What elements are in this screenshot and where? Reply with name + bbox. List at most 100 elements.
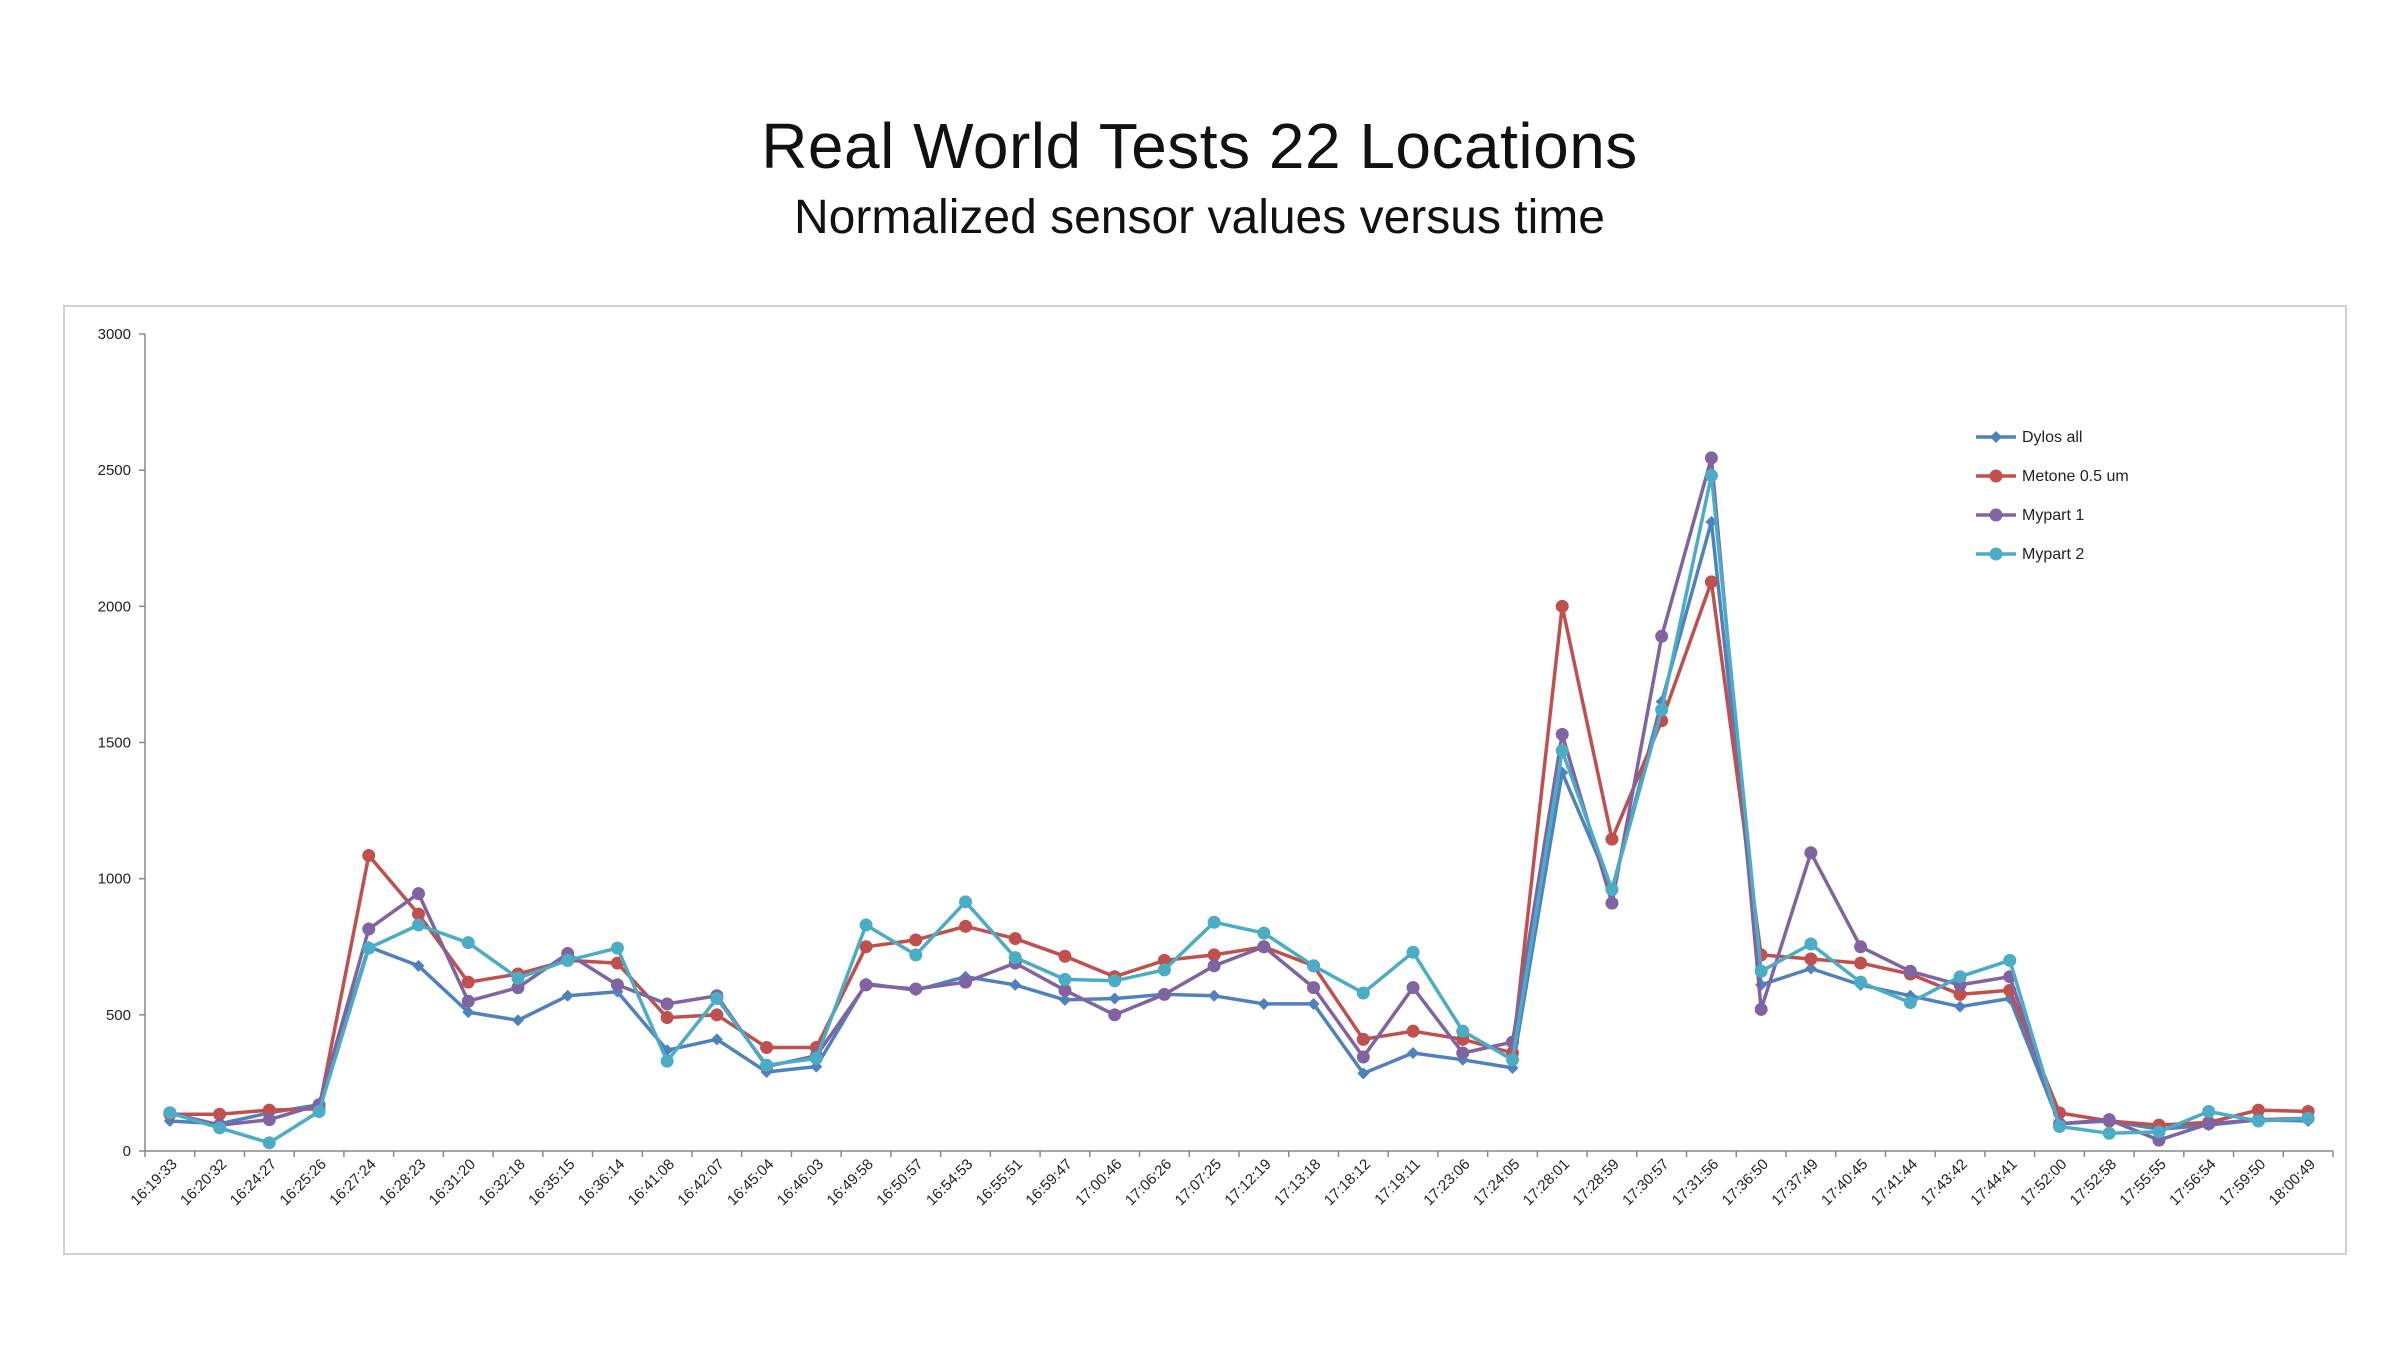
data-point (462, 1006, 475, 1019)
data-point (1804, 952, 1818, 966)
data-point (1108, 992, 1121, 1005)
data-point (660, 997, 674, 1011)
x-tick-label: 16:45:04 (724, 1156, 777, 1209)
x-tick-label: 16:31:20 (426, 1156, 479, 1209)
data-point (1555, 599, 1569, 613)
x-tick-label: 16:49:58 (824, 1156, 877, 1209)
x-tick-label: 16:59:47 (1022, 1156, 1075, 1209)
legend-label: Mypart 1 (2022, 507, 2084, 524)
data-point (2251, 1114, 2265, 1128)
data-point (262, 1136, 276, 1150)
data-point (1356, 1032, 1370, 1046)
data-point (710, 1008, 724, 1022)
x-tick-label: 16:35:15 (525, 1156, 578, 1209)
data-point (1108, 974, 1122, 988)
data-point (1356, 986, 1370, 1000)
series-line (169, 580, 2309, 1127)
data-point (1406, 981, 1420, 995)
data-point (1008, 951, 1022, 965)
data-point (959, 919, 972, 933)
x-tick-label: 16:32:18 (475, 1156, 528, 1209)
x-tick-label: 17:55:55 (2116, 1156, 2169, 1209)
data-point (1655, 703, 1669, 717)
data-point (2003, 953, 2017, 967)
x-tick-label: 16:55:51 (973, 1156, 1026, 1209)
data-point (760, 1041, 774, 1055)
legend-entry: Dylos all (1976, 429, 2082, 446)
data-point (660, 1011, 674, 1025)
data-point (610, 941, 624, 955)
data-point (1356, 1050, 1370, 1064)
data-point (1953, 987, 1967, 1001)
x-tick-label: 17:19:11 (1371, 1156, 1424, 1209)
data-point (909, 982, 923, 996)
data-point (710, 991, 724, 1005)
data-point (163, 1106, 177, 1120)
y-tick-label: 0 (123, 1143, 131, 1160)
data-point (859, 978, 873, 992)
data-point (262, 1113, 276, 1127)
data-point (1406, 945, 1420, 959)
data-point (2102, 1126, 2116, 1140)
y-axis: 0 500 1000 1500 2000 2500 3000 (98, 326, 146, 1160)
data-point (213, 1107, 227, 1121)
x-tick-label: 18:00:49 (2266, 1156, 2319, 1209)
legend-entry: Metone 0.5 um (1976, 468, 2129, 485)
data-point (1208, 989, 1221, 1002)
legend-marker (1989, 508, 2003, 522)
series-line (169, 456, 2309, 1142)
line-chart: 0 500 1000 1500 2000 2500 3000 16:19:3316:20:3… (98, 326, 2334, 1209)
series-metone-0-5-um (163, 575, 2315, 1132)
x-tick-label: 16:36:14 (575, 1156, 628, 1209)
data-point (1058, 949, 1072, 963)
x-tick-label: 17:12:19 (1221, 1156, 1274, 1209)
data-point (1257, 940, 1271, 954)
data-point (1357, 1067, 1370, 1080)
x-tick-label: 16:19:33 (127, 1156, 180, 1209)
data-point (412, 959, 425, 972)
series-lines (163, 451, 2315, 1150)
data-point (312, 1105, 326, 1119)
data-point (909, 948, 923, 962)
data-point (511, 971, 525, 985)
data-point (2152, 1125, 2166, 1139)
data-point (511, 981, 525, 995)
data-point (1307, 959, 1321, 973)
legend-entry: Mypart 2 (1976, 546, 2084, 563)
y-tick-label: 1000 (98, 871, 131, 888)
data-point (859, 918, 873, 932)
data-point (809, 1051, 823, 1065)
x-tick-label: 17:52:00 (2017, 1156, 2070, 1209)
data-point (1207, 915, 1221, 929)
data-point (412, 907, 425, 921)
data-point (1804, 937, 1818, 951)
chart-title: Real World Tests 22 Locations (761, 110, 1638, 182)
data-point (362, 849, 376, 863)
x-tick-label: 17:40:45 (1818, 1156, 1871, 1209)
data-point (1555, 744, 1569, 758)
data-point (1008, 932, 1022, 946)
data-point (1407, 1046, 1420, 1059)
chart-title-block: Real World Tests 22 Locations Normalized… (0, 108, 2399, 248)
data-point (1854, 956, 1868, 970)
data-point (1804, 962, 1817, 975)
data-point (1605, 832, 1619, 846)
data-point (2202, 1117, 2216, 1131)
x-tick-label: 17:44:41 (1967, 1156, 2020, 1209)
legend-marker (1990, 431, 2002, 443)
data-point (1903, 996, 1917, 1010)
x-tick-label: 17:18:12 (1321, 1156, 1374, 1209)
x-tick-label: 17:30:57 (1619, 1156, 1672, 1209)
data-point (561, 953, 575, 967)
x-tick-label: 16:28:23 (376, 1156, 429, 1209)
x-tick-label: 17:41:44 (1868, 1156, 1921, 1209)
chart-frame: 0 500 1000 1500 2000 2500 3000 16:19:33 16:20:3… (63, 305, 2347, 1255)
data-point (461, 936, 475, 950)
x-tick-label: 17:52:58 (2067, 1156, 2120, 1209)
data-point (2251, 1103, 2265, 1117)
y-tick-label: 2500 (98, 462, 131, 479)
legend: Dylos all Metone 0.5 um Mypart 1 Mypart 2 (1976, 429, 2129, 563)
data-point (1754, 964, 1768, 978)
data-point (1605, 896, 1619, 910)
series-line (169, 473, 2309, 1145)
